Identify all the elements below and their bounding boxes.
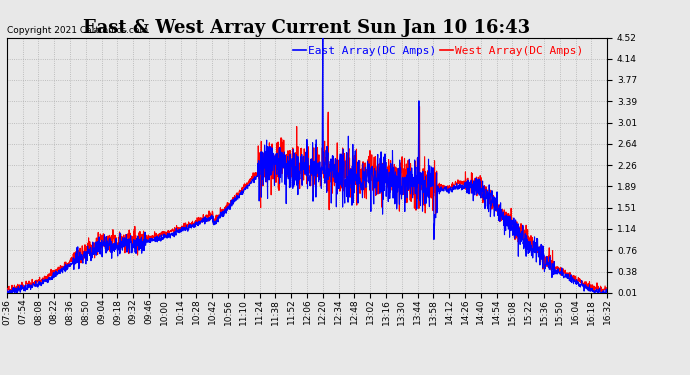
Text: Copyright 2021 Cartronics.com: Copyright 2021 Cartronics.com (7, 26, 148, 35)
Title: East & West Array Current Sun Jan 10 16:43: East & West Array Current Sun Jan 10 16:… (83, 20, 531, 38)
Legend: East Array(DC Amps), West Array(DC Amps): East Array(DC Amps), West Array(DC Amps) (293, 46, 584, 56)
